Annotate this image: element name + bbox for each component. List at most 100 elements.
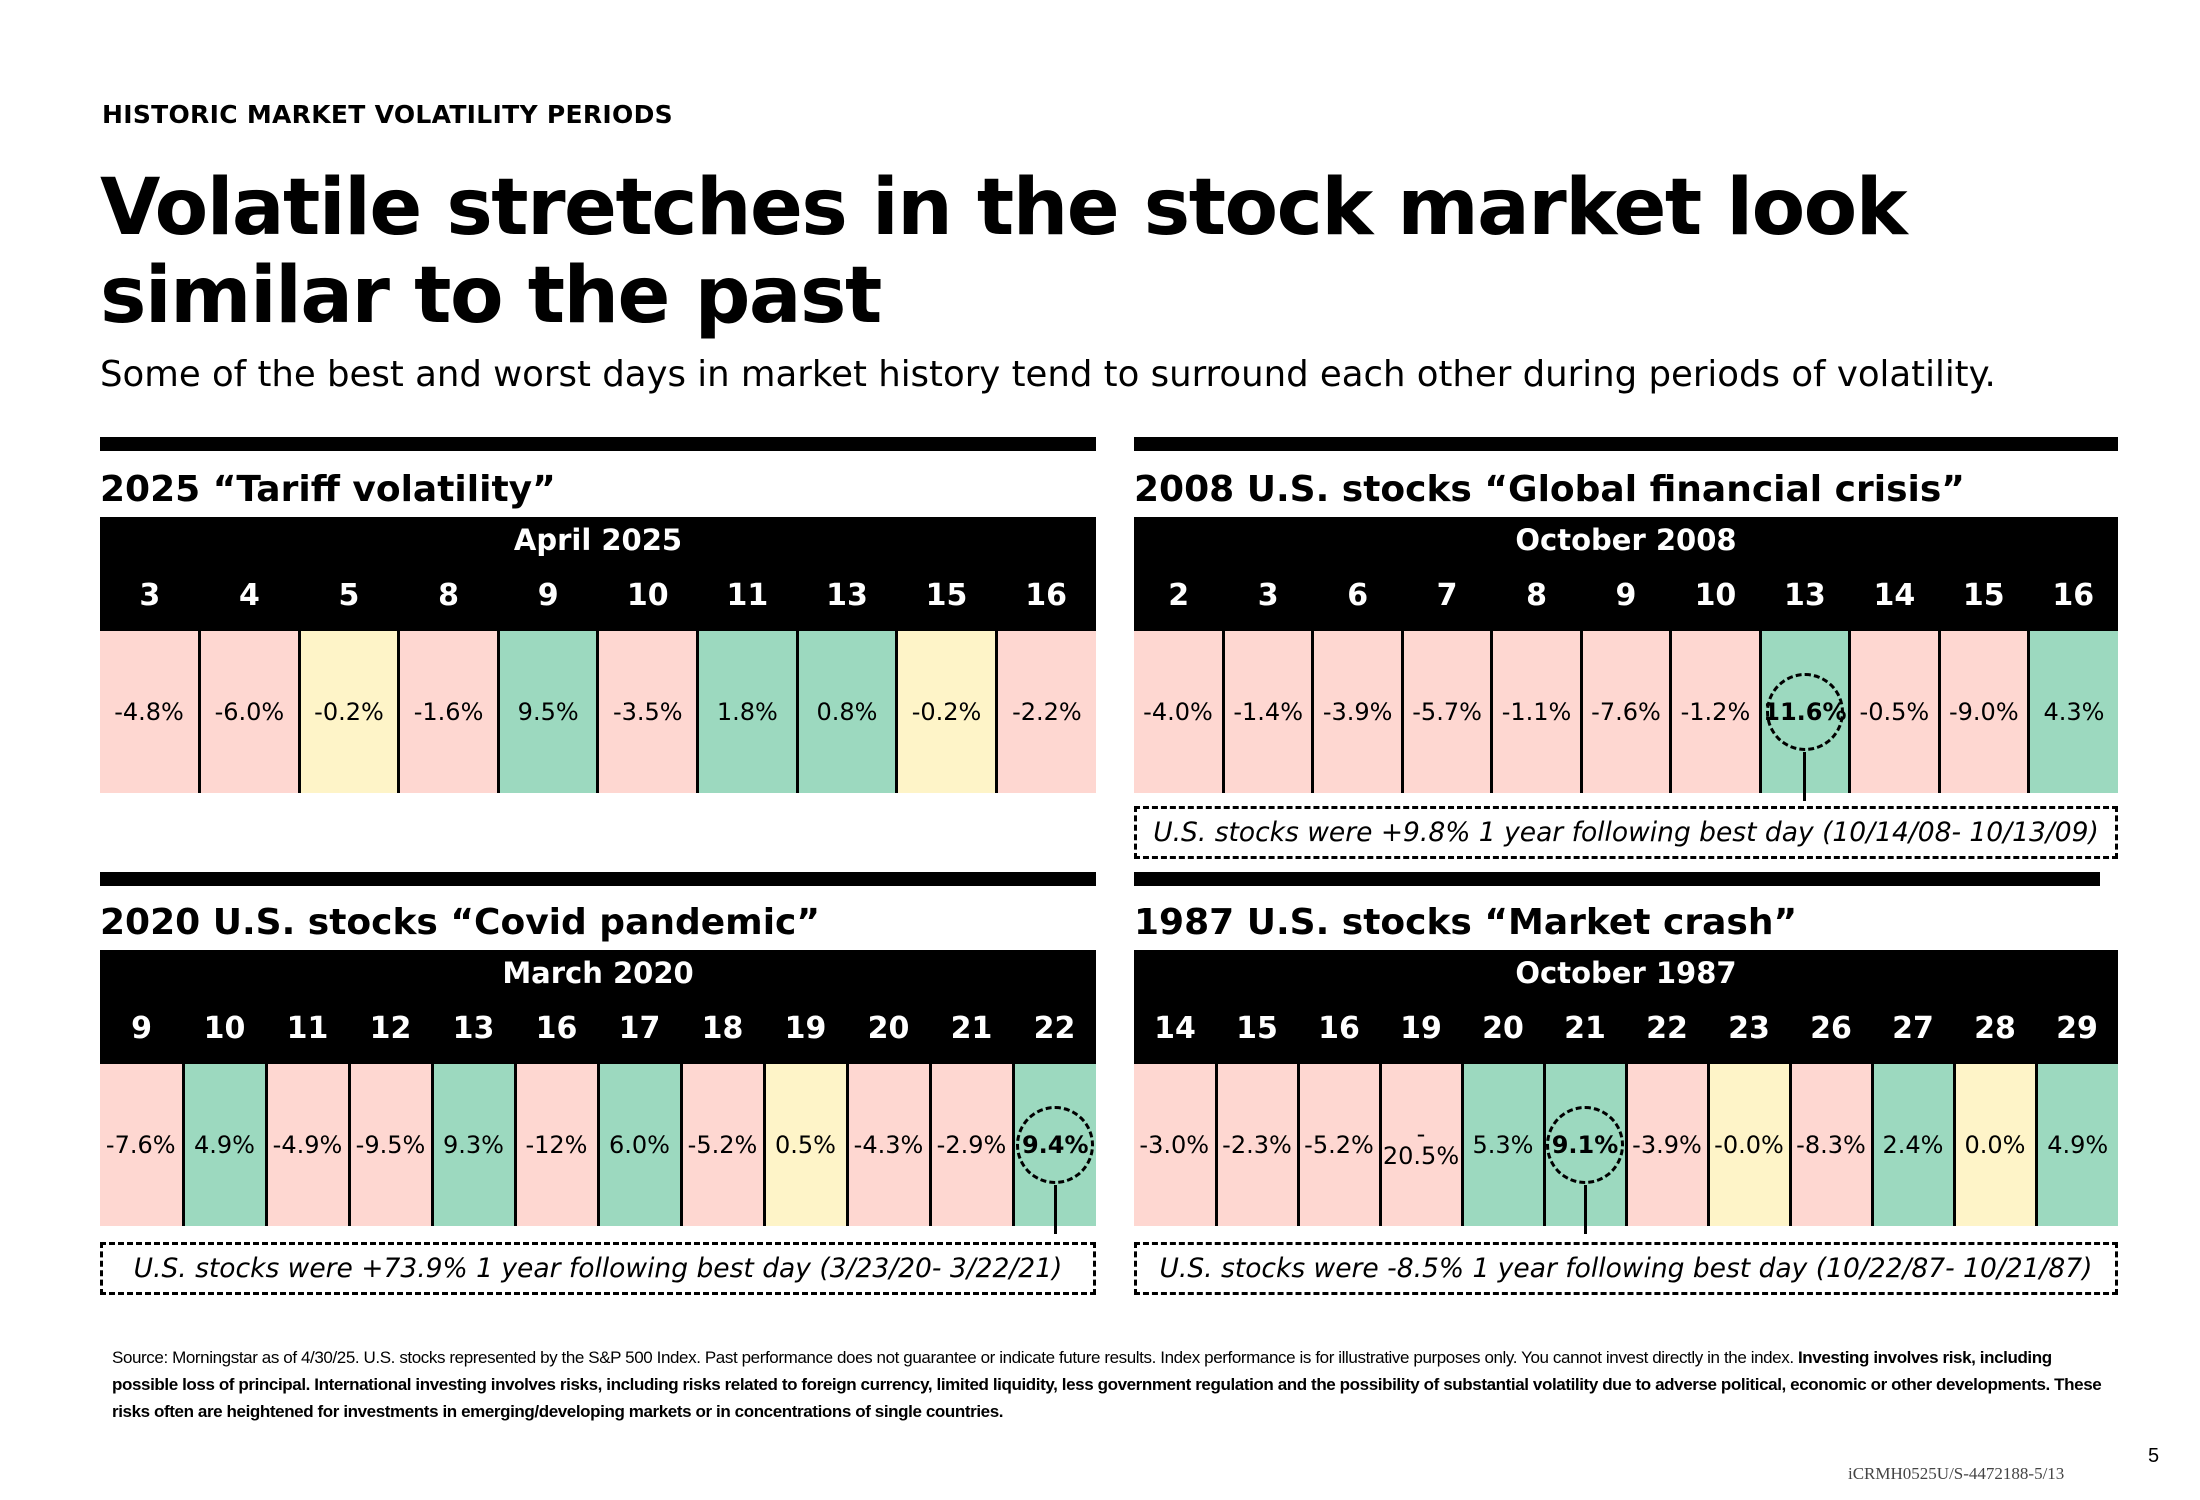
month-header: October 1987 [1134,950,2118,992]
return-value: -12% [525,1131,588,1159]
panel-1987-market-crash: 1987 U.S. stocks “Market crash” October 1… [1134,903,2119,1234]
return-cell: 1.8% [697,631,799,793]
best-day-connector [1583,1185,1587,1234]
return-cell: -12% [515,1064,600,1226]
day-header: 14 [1849,559,1940,631]
return-cell: -5.2% [1298,1064,1382,1226]
returns-table: April 2025 3 4 5 8 9 10 11 13 15 16 -4.8% -6.0% -0.2%… [100,517,1096,793]
day-header: 22 [1626,992,1708,1064]
return-cell-content: -5.2% [1300,1064,1379,1226]
return-cell-content: 11.6% [1762,631,1848,801]
best-day-connector [1053,1185,1057,1234]
return-cell-content: 0.5% [766,1064,846,1226]
source-footnote: Source: Morningstar as of 4/30/25. U.S. … [112,1344,2112,1425]
return-cell-content: 0.8% [799,631,896,793]
return-cell: -3.0% [1134,1064,1218,1226]
return-cell: -1.1% [1491,631,1583,793]
day-header: 20 [847,992,930,1064]
return-cell-content: -1.2% [1672,631,1758,793]
return-cell-content: -20.5% [1382,1064,1461,1226]
return-cell-content: 1.8% [699,631,796,793]
panel-title: 2020 U.S. stocks “Covid pandemic” [100,902,821,943]
return-value: -3.9% [1632,1131,1702,1159]
return-cell-content: -4.9% [268,1064,348,1226]
panel-2020-covid: 2020 U.S. stocks “Covid pandemic” March 2… [100,902,1096,1234]
return-cell-content: 9.3% [434,1064,514,1226]
return-cell: -4.9% [266,1064,351,1226]
return-value: 0.8% [816,698,878,726]
day-header: 3 [1223,559,1313,631]
day-header: 19 [764,992,847,1064]
day-header: 11 [697,559,798,631]
month-header: March 2020 [100,950,1096,992]
best-day-highlight [1765,673,1844,751]
return-cell-content: -8.3% [1792,1064,1871,1226]
return-cell-content: 9.5% [500,631,597,793]
return-cell-content: -3.9% [1314,631,1400,793]
return-cell-content: -7.6% [100,1064,182,1226]
day-header: 8 [398,559,499,631]
return-cell-content: -0.5% [1851,631,1937,793]
return-cell: -0.2% [896,631,998,793]
return-cell-content: -1.6% [400,631,497,793]
return-value: -6.0% [214,698,285,726]
return-cell: -1.2% [1670,631,1762,793]
return-cell-content: -4.0% [1134,631,1222,793]
return-value: -9.0% [1948,698,2019,726]
day-header: 26 [1790,992,1872,1064]
return-cell: 5.3% [1462,1064,1546,1226]
return-value: -2.2% [1012,698,1082,726]
return-cell-content: -5.7% [1404,631,1490,793]
return-cell: 4.3% [2028,631,2118,793]
month-header: April 2025 [100,517,1096,559]
return-cell: -1.6% [398,631,500,793]
return-cell: 11.6% [1760,631,1852,801]
day-header: 9 [498,559,598,631]
return-cell: -2.3% [1216,1064,1300,1226]
return-value: -2.9% [936,1131,1007,1159]
return-cell-content: -3.9% [1628,1064,1707,1226]
return-value: 4.9% [2047,1131,2109,1159]
return-value: -1.6% [413,698,484,726]
return-cell-content: -1.4% [1225,631,1311,793]
day-header: 10 [597,559,698,631]
return-value: 1.8% [716,698,778,726]
best-day-connector [1803,752,1807,801]
month-header: October 2008 [1134,517,2118,559]
return-cell: -4.3% [847,1064,932,1226]
return-cell: -5.7% [1402,631,1494,793]
return-value: -9.5% [355,1131,426,1159]
return-cell-content: 4.9% [2038,1064,2119,1226]
return-value: -4.0% [1143,698,1213,726]
day-header: 12 [349,992,432,1064]
return-cell: -5.2% [681,1064,766,1226]
return-cell-content: -0.2% [898,631,995,793]
return-value: -1.4% [1233,698,1303,726]
return-value: -3.9% [1322,698,1393,726]
return-cell: 9.1% [1544,1064,1628,1234]
return-cell-content: -9.5% [351,1064,431,1226]
return-value: -3.5% [612,698,683,726]
return-value: -4.3% [853,1131,924,1159]
panel-title: 2025 “Tariff volatility” [100,469,556,510]
return-value: 4.9% [194,1131,255,1159]
rule-top-right [1134,437,2118,451]
day-header: 17 [598,992,681,1064]
return-cell: -7.6% [1581,631,1673,793]
return-cell-content: -7.6% [1583,631,1669,793]
returns-table: October 2008 2 3 6 7 8 9 10 13 14 15 16 -4.0% -1.4% -3… [1134,517,2118,801]
document-code: iCRMH0525U/S-4472188-5/13 [1848,1464,2065,1483]
return-cell-content: 5.3% [1464,1064,1543,1226]
return-value: -3.0% [1139,1131,1210,1159]
return-cell: -7.6% [100,1064,185,1226]
section-eyebrow: HISTORIC MARKET VOLATILITY PERIODS [102,100,673,129]
return-value: -5.2% [687,1131,758,1159]
return-value: -7.6% [1591,698,1661,726]
day-header: 4 [199,559,300,631]
note-2020-best-day: U.S. stocks were +73.9% 1 year following… [100,1242,1096,1295]
return-cell: -4.0% [1134,631,1225,793]
day-header: 13 [1760,559,1850,631]
page-title: Volatile stretches in the stock market l… [100,163,1908,341]
day-header: 20 [1462,992,1544,1064]
day-header: 21 [1544,992,1626,1064]
